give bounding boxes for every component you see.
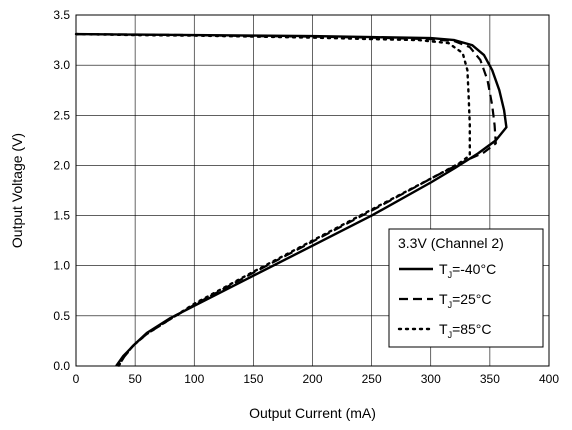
x-tick-label: 50 — [128, 372, 142, 386]
x-tick-label: 100 — [184, 372, 204, 386]
legend-entries: TJ=-40°C TJ=25°C TJ=85°C — [397, 261, 496, 340]
legend-label: TJ=-40°C — [439, 261, 496, 280]
legend-label: TJ=85°C — [439, 321, 492, 340]
legend-label: TJ=25°C — [439, 291, 492, 310]
y-tick-label: 2.5 — [53, 108, 70, 122]
legend: 3.3V (Channel 2) TJ=-40°C TJ=25°C TJ=85°C — [388, 228, 544, 348]
x-tick-label: 350 — [480, 372, 500, 386]
series-line-dotted — [74, 32, 471, 368]
x-axis-title: Output Current (mA) — [249, 405, 376, 421]
plot-frame — [75, 14, 550, 367]
x-tick-label: 300 — [421, 372, 441, 386]
y-tick-label: 3.0 — [53, 58, 70, 72]
x-tick-label: 400 — [539, 372, 559, 386]
series-layer — [74, 32, 508, 368]
y-tick-label: 2.0 — [53, 158, 70, 172]
y-axis-title: Output Voltage (V) — [9, 133, 25, 248]
x-tick-label: 150 — [243, 372, 263, 386]
x-tick-label: 200 — [302, 372, 322, 386]
tick-labels: 0 50 100 150 200 250 300 350 400 0.0 0.5 1.0 1.5 2.0 2… — [53, 8, 559, 386]
y-tick-label: 3.5 — [53, 8, 70, 22]
x-tick-label: 0 — [73, 372, 80, 386]
y-tick-label: 1.5 — [53, 209, 70, 223]
x-tick-label: 250 — [362, 372, 382, 386]
y-tick-label: 0.0 — [53, 359, 70, 373]
legend-box — [388, 228, 544, 348]
y-tick-label: 0.5 — [53, 309, 70, 323]
legend-title: 3.3V (Channel 2) — [398, 235, 504, 251]
grid — [76, 15, 549, 366]
y-tick-label: 1.0 — [53, 259, 70, 273]
